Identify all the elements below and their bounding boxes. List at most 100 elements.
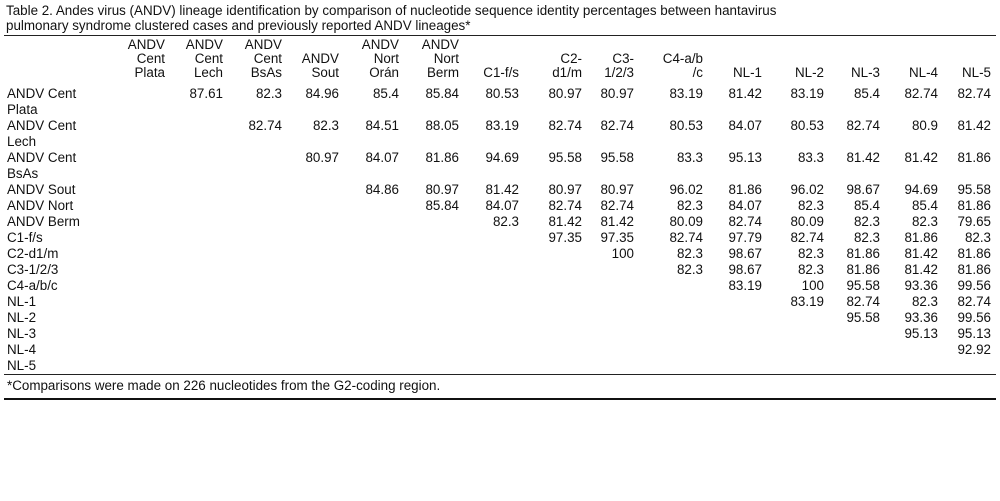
column-header-line: 1/2/3	[604, 65, 634, 80]
table-cell	[106, 230, 170, 246]
table-cell: 87.61	[189, 86, 223, 101]
column-header: C2- d1/m	[524, 36, 587, 83]
table-row: NL-3 95.13 95.13	[4, 326, 996, 342]
table-cell	[404, 278, 464, 294]
table-cell	[106, 278, 170, 294]
table-cell: 96.02	[669, 182, 703, 197]
table-cell: 81.86	[957, 262, 991, 277]
table-cell	[639, 310, 708, 326]
column-header: C1-f/s	[464, 36, 524, 83]
table-cell	[829, 342, 885, 358]
table-cell	[287, 310, 344, 326]
column-header: ANDV Cent BsAs	[228, 36, 287, 83]
table-cell	[639, 294, 708, 310]
table-cell	[287, 294, 344, 310]
table-cell	[344, 358, 404, 374]
table-row: C3-1/2/3 82.3 98.67 82.3 81.86 81.42 81.86	[4, 262, 996, 278]
row-label-line: Lech	[7, 134, 37, 149]
table-cell: 81.86	[425, 150, 459, 165]
table-cell: 80.97	[425, 182, 459, 197]
table-cell: 83.19	[790, 294, 824, 309]
column-header-line: ANDV	[244, 37, 282, 52]
table-cell	[170, 342, 228, 358]
table-cell: 82.3	[797, 262, 824, 277]
table-cell	[708, 326, 767, 342]
table-cell: 82.74	[600, 118, 634, 133]
row-label-line: NL-1	[7, 294, 37, 309]
table-cell: 84.07	[728, 198, 762, 213]
table-cell	[287, 326, 344, 342]
row-label: C2-d1/m	[4, 246, 106, 262]
table-cell: 84.07	[728, 118, 762, 133]
table-cell	[639, 278, 708, 294]
table-cell: 99.56	[957, 310, 991, 325]
table-cell: 84.51	[365, 118, 399, 133]
table-cell	[524, 342, 587, 358]
table-cell	[404, 358, 464, 374]
table-cell	[587, 294, 639, 310]
table-cell: 94.69	[904, 182, 938, 197]
table-cell: 81.86	[957, 150, 991, 165]
table-row: C4-a/b/c 83.19 100 95.58 93.36 99.56	[4, 278, 996, 294]
table-cell: 83.3	[676, 150, 703, 165]
table-cell: 84.96	[305, 86, 339, 101]
table-cell: 97.79	[728, 230, 762, 245]
table-caption: Table 2. Andes virus (ANDV) lineage iden…	[6, 3, 996, 33]
column-header: NL-1	[708, 36, 767, 83]
table-cell: 84.86	[365, 182, 399, 197]
table-cell	[170, 262, 228, 278]
table-cell: 81.42	[728, 86, 762, 101]
table-cell	[287, 182, 344, 198]
table-cell: 82.3	[255, 86, 282, 101]
table-cell: 82.74	[957, 86, 991, 101]
table-cell	[344, 198, 404, 214]
row-label-line: C4-a/b/c	[7, 278, 58, 293]
table-cell: 81.86	[846, 262, 880, 277]
table-cell	[524, 246, 587, 262]
column-header-line: ANDV	[421, 37, 459, 52]
table-cell: 83.3	[797, 150, 824, 165]
table-cell	[170, 230, 228, 246]
table-cell	[287, 342, 344, 358]
table-row: NL-5	[4, 358, 996, 374]
table-cell	[287, 230, 344, 246]
table-cell: 82.74	[957, 294, 991, 309]
table-cell	[639, 358, 708, 374]
table-cell	[587, 358, 639, 374]
row-label-line: NL-2	[7, 310, 37, 325]
table-cell: 82.3	[676, 246, 703, 261]
table-cell: 84.07	[365, 150, 399, 165]
table-cell: 82.74	[248, 118, 282, 133]
table-cell: 80.97	[600, 182, 634, 197]
table-cell: 95.58	[846, 278, 880, 293]
table-cell	[106, 182, 170, 198]
table-cell: 82.3	[676, 262, 703, 277]
table-cell: 81.42	[548, 214, 582, 229]
table-cell: 93.36	[904, 310, 938, 325]
column-header: ANDV Nort Orán	[344, 36, 404, 83]
table-cell	[587, 262, 639, 278]
column-header: C3- 1/2/3	[587, 36, 639, 83]
table-cell	[464, 310, 524, 326]
row-label-line: Plata	[7, 102, 38, 117]
bottom-rule	[4, 398, 996, 400]
table-cell	[106, 150, 170, 182]
table-cell	[767, 326, 829, 342]
table-cell: 82.74	[904, 86, 938, 101]
table-cell	[524, 278, 587, 294]
table-cell	[464, 262, 524, 278]
column-header-line: Sout	[311, 65, 339, 80]
table-cell: 82.74	[669, 230, 703, 245]
table-cell	[170, 294, 228, 310]
table-cell	[106, 262, 170, 278]
table-cell	[767, 358, 829, 374]
column-header: NL-5	[943, 36, 996, 83]
table-cell	[170, 182, 228, 198]
table-cell: 81.86	[846, 246, 880, 261]
row-label-line: NL-4	[7, 342, 37, 357]
row-label-line: C1-f/s	[7, 230, 43, 245]
table-cell	[228, 246, 287, 262]
column-header-line: ANDV	[185, 37, 223, 52]
table-cell	[170, 246, 228, 262]
column-header: ANDV Sout	[287, 36, 344, 83]
